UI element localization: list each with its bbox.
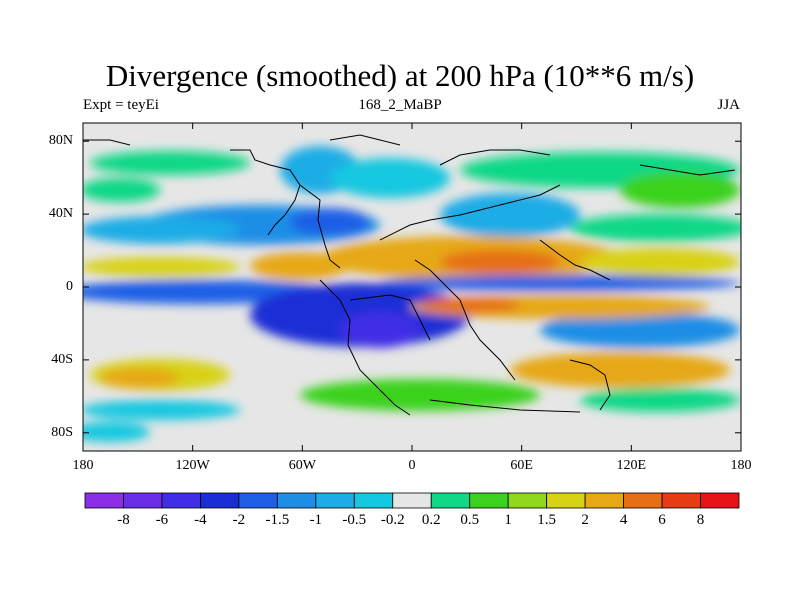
colorbar-swatch: [123, 492, 163, 509]
axis-ticks: [82, 123, 742, 451]
colorbar-label: 2: [581, 512, 589, 528]
coastline: [319, 279, 411, 416]
colorbar-label: -0.5: [342, 512, 367, 528]
experiment-label: Expt = teyEi: [83, 97, 159, 113]
colorbar-label: -4: [194, 512, 207, 528]
colorbar-label: -1.5: [265, 512, 290, 528]
coastline: [439, 149, 551, 166]
x-tick-label: 120E: [616, 458, 647, 473]
colorbar-swatch: [84, 492, 124, 509]
colorbar-label: 6: [658, 512, 666, 528]
colorbar-swatch: [276, 492, 317, 509]
field-patch: [620, 172, 740, 208]
coastline: [639, 164, 736, 176]
coastline: [569, 359, 611, 411]
colorbar-swatch: [584, 492, 624, 509]
colorbar-label: -8: [117, 512, 130, 528]
coastlines: [83, 134, 736, 416]
colorbar-swatch: [700, 492, 740, 509]
y-tick-label: 80N: [48, 133, 73, 149]
field-patch: [510, 352, 730, 388]
coastline: [539, 239, 611, 281]
coastline: [329, 134, 401, 146]
field-patch: [420, 297, 520, 313]
colorbar-label: -2: [232, 512, 246, 528]
colorbar-swatch: [507, 492, 548, 509]
colorbar-swatch: [430, 492, 471, 509]
coastline: [349, 294, 431, 341]
field-patch: [83, 178, 160, 202]
colorbar-label: -0.2: [380, 512, 405, 528]
field-patch: [83, 216, 240, 244]
coastline: [83, 139, 131, 146]
field-patch: [90, 151, 250, 175]
field-patch: [440, 250, 560, 274]
colorbar-swatch: [238, 492, 278, 509]
y-tick-label: 0: [66, 279, 73, 294]
field-patch: [83, 257, 240, 277]
coastline: [267, 184, 301, 236]
x-tick-label: 120W: [175, 458, 210, 473]
colorbar-swatch: [353, 492, 394, 509]
field-patch: [340, 312, 420, 348]
colorbar-label: 8: [696, 512, 705, 528]
coastline: [429, 399, 581, 413]
run-label: 168_2_MaBP: [358, 97, 442, 113]
x-tick-label: 60W: [288, 458, 316, 473]
x-tick-label: 0: [408, 458, 416, 473]
colorbar-swatch: [200, 492, 240, 509]
chart-title: Divergence (smoothed) at 200 hPa (10**6 …: [105, 58, 695, 93]
field-patch: [440, 193, 580, 237]
colorbar-swatch: [623, 492, 663, 509]
field-patch: [570, 214, 741, 242]
field-patch: [300, 379, 540, 411]
x-tick-label: 180: [730, 458, 752, 473]
field-patch: [83, 422, 150, 442]
colorbar-swatch: [469, 492, 509, 509]
field-patch: [290, 208, 370, 236]
colorbar-label: 1: [504, 512, 512, 528]
field-patch: [330, 158, 450, 198]
x-tick-label: 180: [72, 458, 94, 473]
field-patch: [380, 275, 740, 291]
y-tick-label: 40N: [48, 206, 73, 222]
y-tick-label: 40S: [51, 351, 73, 367]
field-patch: [580, 388, 740, 412]
coastline: [414, 259, 516, 381]
field-patch: [100, 368, 180, 388]
colorbar: [84, 492, 740, 509]
colorbar-label: 1.5: [537, 512, 557, 528]
season-label: JJA: [717, 97, 740, 113]
colorbar-label: 0.2: [421, 512, 441, 528]
colorbar-label: -6: [155, 512, 169, 528]
field-patch: [580, 248, 740, 276]
colorbar-swatch: [161, 492, 201, 509]
colorbar-swatch: [392, 492, 432, 509]
colorbar-swatch: [661, 492, 701, 509]
colorbar-label: -1: [309, 512, 323, 528]
field-patch: [540, 312, 740, 348]
x-tick-label: 60E: [510, 458, 533, 473]
field-patch: [83, 400, 240, 420]
coastline: [379, 184, 561, 241]
colorbar-label: 4: [619, 512, 628, 528]
colorbar-swatch: [546, 492, 586, 509]
y-tick-label: 80S: [51, 424, 73, 440]
colorbar-label: 0.5: [460, 512, 480, 528]
divergence-field: [83, 146, 741, 442]
colorbar-swatch: [315, 492, 355, 509]
